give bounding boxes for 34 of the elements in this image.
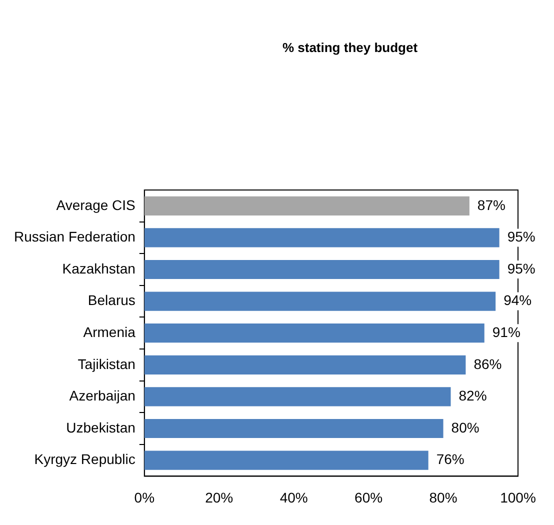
data-label: 94%: [504, 292, 532, 308]
y-tick-label: Tajikistan: [78, 356, 136, 372]
bar: [144, 355, 466, 374]
y-tick-label: Kazakhstan: [62, 260, 136, 276]
bar: [144, 260, 500, 280]
y-tick-label: Kyrgyz Republic: [34, 451, 136, 468]
chart-title: % stating they budget: [281, 40, 419, 55]
data-label: 76%: [436, 451, 464, 468]
bar: [144, 387, 451, 406]
x-tick-label: 0%: [134, 489, 155, 506]
y-tick-label: Uzbekistan: [66, 419, 136, 436]
x-tick-label: 80%: [429, 489, 458, 506]
x-tick-label: 40%: [280, 489, 308, 506]
bar: [144, 292, 496, 311]
y-tick-label: Azerbaijan: [69, 388, 136, 404]
bar: [144, 228, 500, 248]
data-label: 80%: [451, 419, 480, 436]
bar: [144, 418, 444, 438]
x-tick-label: 100%: [500, 489, 536, 506]
data-label: 87%: [477, 196, 506, 213]
y-tick-label: Average CIS: [56, 196, 136, 213]
data-label: 95%: [507, 260, 536, 276]
y-tick-label: Russian Federation: [14, 228, 136, 245]
bar: [144, 196, 470, 216]
y-tick-label: Armenia: [83, 324, 136, 340]
bar: [144, 324, 484, 343]
data-label: 82%: [458, 388, 487, 404]
data-label: 86%: [474, 356, 502, 372]
x-tick-label: 20%: [205, 489, 234, 506]
data-label: 95%: [507, 228, 536, 245]
data-label: 91%: [492, 324, 520, 340]
bar: [144, 450, 428, 470]
x-tick-label: 60%: [354, 489, 383, 506]
y-tick-label: Belarus: [88, 292, 136, 308]
